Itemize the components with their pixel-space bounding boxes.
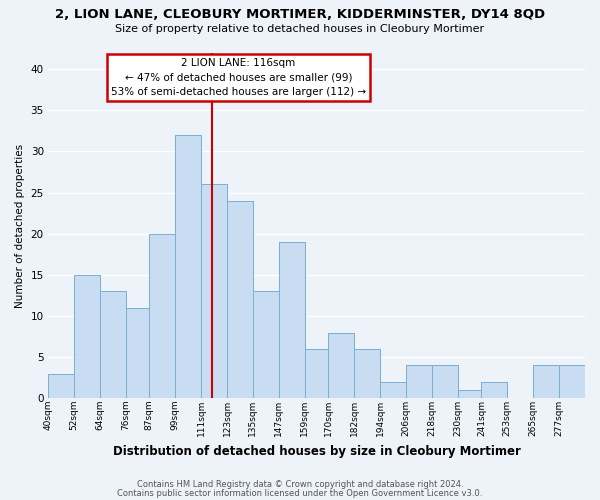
Bar <box>354 349 380 399</box>
Bar <box>328 332 354 398</box>
Text: Contains public sector information licensed under the Open Government Licence v3: Contains public sector information licen… <box>118 488 482 498</box>
Bar <box>48 374 74 398</box>
Bar <box>432 366 458 398</box>
Bar <box>175 135 201 398</box>
Text: 2, LION LANE, CLEOBURY MORTIMER, KIDDERMINSTER, DY14 8QD: 2, LION LANE, CLEOBURY MORTIMER, KIDDERM… <box>55 8 545 20</box>
Bar <box>406 366 432 398</box>
Bar <box>559 366 585 398</box>
Bar <box>201 184 227 398</box>
Bar <box>432 366 458 398</box>
Bar <box>305 349 328 399</box>
Bar <box>481 382 508 398</box>
Bar <box>227 200 253 398</box>
Text: 2 LION LANE: 116sqm
← 47% of detached houses are smaller (99)
53% of semi-detach: 2 LION LANE: 116sqm ← 47% of detached ho… <box>111 58 366 98</box>
Bar <box>279 242 305 398</box>
Bar <box>458 390 481 398</box>
Bar <box>253 292 279 399</box>
Bar <box>149 234 175 398</box>
Bar <box>125 308 149 398</box>
Bar <box>201 184 227 398</box>
Bar <box>100 292 125 399</box>
Bar <box>533 366 559 398</box>
Bar <box>481 382 508 398</box>
Text: Size of property relative to detached houses in Cleobury Mortimer: Size of property relative to detached ho… <box>115 24 485 34</box>
Bar <box>149 234 175 398</box>
Bar <box>253 292 279 399</box>
Bar <box>125 308 149 398</box>
Bar <box>380 382 406 398</box>
X-axis label: Distribution of detached houses by size in Cleobury Mortimer: Distribution of detached houses by size … <box>113 444 520 458</box>
Bar <box>74 275 100 398</box>
Bar <box>227 200 253 398</box>
Bar <box>533 366 559 398</box>
Bar <box>48 374 74 398</box>
Text: Contains HM Land Registry data © Crown copyright and database right 2024.: Contains HM Land Registry data © Crown c… <box>137 480 463 489</box>
Y-axis label: Number of detached properties: Number of detached properties <box>15 144 25 308</box>
Bar <box>328 332 354 398</box>
Bar <box>74 275 100 398</box>
Bar <box>380 382 406 398</box>
Bar <box>100 292 125 399</box>
Bar <box>279 242 305 398</box>
Bar <box>458 390 481 398</box>
Bar <box>305 349 328 399</box>
Bar <box>559 366 585 398</box>
Bar <box>354 349 380 399</box>
Bar <box>175 135 201 398</box>
Bar <box>406 366 432 398</box>
